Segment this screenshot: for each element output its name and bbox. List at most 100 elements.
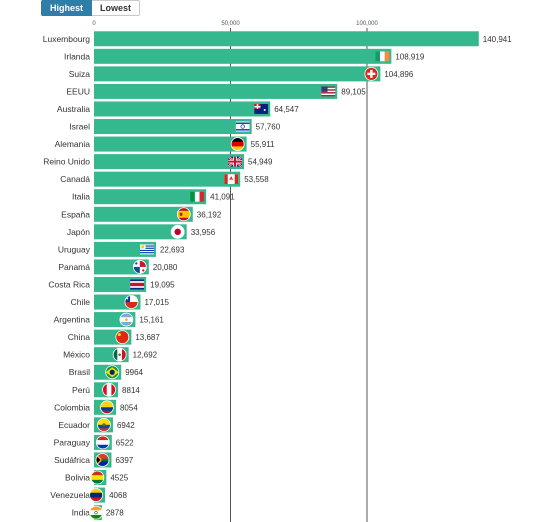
category-label: Irlanda (64, 51, 90, 61)
bar-row: EEUU 89,105 (66, 83, 366, 99)
value-label: 54,949 (248, 158, 273, 167)
bolivia-flag-icon (90, 470, 105, 485)
category-label: Israel (69, 122, 90, 132)
category-label: Reino Unido (43, 157, 90, 167)
value-label: 15,161 (139, 316, 164, 325)
value-label: 22,693 (160, 245, 185, 254)
value-label: 6942 (117, 421, 135, 430)
paraguay-flag-icon (95, 435, 110, 450)
value-label: 17,015 (144, 298, 169, 307)
category-label: Suiza (69, 69, 91, 79)
category-label: Colombia (54, 402, 90, 412)
category-label: Canadá (60, 174, 90, 184)
bar-row: Costa Rica 19,095 (48, 276, 175, 292)
bar (94, 136, 247, 152)
bar-row: Reino Unido 54,949 (43, 154, 273, 170)
value-label: 64,547 (274, 105, 299, 114)
category-label: Bolivia (65, 473, 90, 483)
spain-flag-icon (176, 207, 191, 222)
bar-row: China 13,687 (68, 329, 160, 345)
bar-row: Ecuador 6942 (58, 417, 135, 433)
bar-row: México 12,692 (63, 347, 158, 363)
bar-row: Bolivia 4525 (65, 470, 129, 486)
value-label: 89,105 (341, 87, 366, 96)
bar (94, 206, 193, 222)
value-label: 4068 (109, 491, 127, 500)
highest-button[interactable]: Highest (41, 0, 93, 16)
usa-flag-icon (321, 86, 336, 97)
value-label: 53,558 (244, 175, 269, 184)
italy-flag-icon (190, 191, 205, 202)
bar-row: Israel 57,760 (69, 119, 281, 135)
bar-row: Italia 41,091 (72, 189, 235, 205)
category-label: Sudáfrica (54, 455, 90, 465)
uruguay-flag-icon (139, 244, 154, 255)
category-label: Chile (71, 297, 91, 307)
category-label: China (68, 332, 90, 342)
value-label: 12,692 (133, 351, 158, 360)
value-label: 13,687 (135, 333, 160, 342)
bar-row: Chile 17,015 (71, 294, 169, 310)
value-label: 8814 (122, 386, 140, 395)
bar-row: Australia 64,547 (57, 101, 299, 117)
bar-row: Suiza 104,896 (69, 66, 414, 82)
bar-row: España 36,192 (61, 206, 222, 222)
ireland-flag-icon (375, 51, 390, 62)
category-label: Perú (72, 385, 90, 395)
bar-row: Canadá 53,558 (60, 171, 269, 187)
value-label: 104,896 (384, 70, 413, 79)
argentina-flag-icon (119, 312, 134, 327)
category-label: Paraguay (54, 437, 91, 447)
bar-row: Japón 33,956 (67, 224, 216, 240)
bar-row: Luxembourg 140,941 (43, 31, 512, 47)
value-label: 108,919 (395, 52, 424, 61)
bar-row: Venezuela 4068 (50, 487, 127, 503)
india-flag-icon (89, 505, 103, 520)
category-label: Panamá (58, 262, 90, 272)
value-label: 19,095 (150, 280, 175, 289)
south-africa-flag-icon (95, 453, 110, 467)
bar-row: Paraguay 6522 (54, 434, 134, 450)
category-label: España (61, 209, 90, 219)
bar (94, 31, 479, 47)
value-label: 20,080 (153, 263, 178, 272)
value-label: 140,941 (483, 35, 512, 44)
lowest-button[interactable]: Lowest (92, 0, 141, 16)
ecuador-flag-icon (97, 417, 111, 432)
value-label: 55,911 (251, 140, 275, 149)
value-label: 4525 (110, 474, 128, 483)
category-label: Alemania (55, 139, 91, 149)
uk-flag-icon (228, 156, 243, 167)
bar-row: Argentina 15,161 (54, 312, 164, 328)
bar-row: Irlanda 108,919 (64, 48, 425, 64)
israel-flag-icon (235, 121, 250, 132)
value-label: 33,956 (191, 228, 216, 237)
bar (94, 83, 338, 99)
bar-row: Alemania 55,911 (55, 136, 275, 152)
category-label: Venezuela (50, 490, 90, 500)
value-label: 9964 (125, 368, 143, 377)
category-label: India (72, 508, 91, 518)
value-label: 2878 (106, 509, 124, 518)
mexico-flag-icon (112, 347, 127, 362)
panama-flag-icon (132, 260, 147, 274)
x-tick-label: 0 (92, 21, 96, 27)
value-label: 36,192 (197, 210, 222, 219)
sort-toggle: Highest Lowest (41, 0, 141, 16)
category-label: Costa Rica (48, 279, 90, 289)
bar-row: Brasil 9964 (69, 364, 144, 380)
value-label: 6522 (116, 438, 134, 447)
category-label: EEUU (66, 86, 90, 96)
switzerland-flag-icon (364, 66, 379, 81)
canada-flag-icon (224, 174, 239, 185)
bar (94, 154, 245, 170)
peru-flag-icon (102, 382, 116, 397)
x-tick-label: 50,000 (221, 21, 240, 27)
bar-row: Panamá 20,080 (58, 259, 178, 275)
japan-flag-icon (170, 224, 185, 239)
bar-row: India 2878 (72, 505, 124, 521)
bar-row: Colombia 8054 (54, 399, 138, 415)
bar (94, 224, 187, 240)
category-label: Brasil (69, 367, 90, 377)
